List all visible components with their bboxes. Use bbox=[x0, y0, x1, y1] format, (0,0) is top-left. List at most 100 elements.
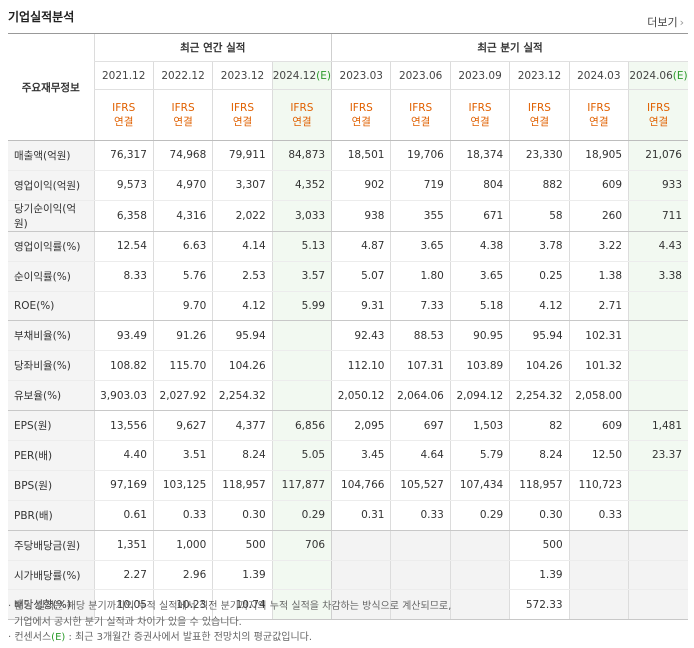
table-cell: 58 bbox=[509, 200, 570, 232]
ifrs-header: IFRS 연결 bbox=[93, 89, 154, 141]
table-cell: 23,330 bbox=[509, 140, 570, 171]
table-cell bbox=[93, 291, 154, 322]
table-cell: 8.24 bbox=[509, 440, 570, 471]
financial-table: 주요재무정보 최근 연간 실적 최근 분기 실적 2021.12 2022.12 2… bbox=[8, 33, 688, 621]
table-cell: 13,556 bbox=[93, 410, 154, 442]
table-cell: 5.05 bbox=[271, 440, 332, 471]
table-cell: 0.29 bbox=[449, 500, 510, 531]
table-cell: 91.26 bbox=[152, 320, 213, 352]
table-cell: 10.74 bbox=[212, 589, 273, 621]
table-cell: 2,064.06 bbox=[390, 380, 451, 412]
table-cell: 92.43 bbox=[331, 320, 391, 352]
period-header: 2024.12(E) bbox=[271, 61, 332, 90]
table-cell: 0.29 bbox=[271, 500, 332, 531]
footnote-1: · 분기 실적은 해당 분기까지의 누적 실적에서 직전 분기까지의 누적 실적… bbox=[8, 601, 452, 612]
table-cell: 804 bbox=[449, 170, 510, 201]
table-cell: 2,094.12 bbox=[449, 380, 510, 412]
footnotes: · 분기 실적은 해당 분기까지의 누적 실적에서 직전 분기까지의 누적 실적… bbox=[8, 599, 451, 646]
table-cell: 9.31 bbox=[331, 291, 391, 322]
table-cell: 2,022 bbox=[212, 200, 273, 232]
row-label: PER(배) bbox=[8, 440, 94, 471]
table-cell: 112.10 bbox=[331, 350, 391, 382]
table-row: 당좌비율(%) 108.82 115.70 104.26 112.10 107.31 103… bbox=[8, 350, 688, 382]
table-cell: 0.30 bbox=[212, 500, 273, 531]
table-cell: 101.32 bbox=[568, 350, 629, 382]
table-cell bbox=[568, 589, 629, 621]
table-row: ROE(%) 9.70 4.12 5.99 9.31 7.33 5.18 4.12 2.71 bbox=[8, 291, 688, 322]
table-cell: 0.33 bbox=[390, 500, 451, 531]
table-cell: 0.61 bbox=[93, 500, 154, 531]
table-cell: 3.78 bbox=[509, 231, 570, 262]
table-cell: 4,316 bbox=[152, 200, 213, 232]
table-cell: 4.12 bbox=[509, 291, 570, 322]
row-label: 순이익률(%) bbox=[8, 261, 94, 292]
table-cell: 104,766 bbox=[331, 470, 391, 501]
table-cell bbox=[271, 350, 332, 382]
table-cell bbox=[449, 589, 510, 621]
table-cell: 719 bbox=[390, 170, 451, 201]
table-cell: 0.33 bbox=[568, 500, 629, 531]
table-cell: 1.39 bbox=[212, 560, 273, 591]
table-cell bbox=[271, 380, 332, 412]
ifrs-header: IFRS 연결 bbox=[331, 89, 391, 141]
footnote-1b: 기업에서 공시한 분기 실적과 차이가 있을 수 있습니다. bbox=[14, 616, 242, 628]
table-cell: 2.53 bbox=[212, 261, 273, 292]
table-cell: 3,033 bbox=[271, 200, 332, 232]
table-cell: 697 bbox=[390, 410, 451, 442]
table-row: PBR(배) 0.61 0.33 0.30 0.29 0.31 0.33 0.29 0.30 0.… bbox=[8, 500, 688, 531]
table-cell bbox=[568, 560, 629, 591]
ifrs-header: IFRS 연결 bbox=[449, 89, 510, 141]
table-cell bbox=[331, 589, 391, 621]
table-cell: 4.38 bbox=[449, 231, 510, 262]
table-cell: 6,358 bbox=[93, 200, 154, 232]
ifrs-header: IFRS 연결 bbox=[509, 89, 570, 141]
table-cell bbox=[331, 530, 391, 561]
table-cell: 3.45 bbox=[331, 440, 391, 471]
table-cell: 5.79 bbox=[449, 440, 510, 471]
table-cell: 5.07 bbox=[331, 261, 391, 292]
row-label: 매출액(억원) bbox=[8, 140, 94, 171]
table-cell bbox=[628, 380, 688, 412]
table-cell bbox=[390, 560, 451, 591]
ifrs-header: IFRS 연결 bbox=[390, 89, 451, 141]
table-cell: 5.76 bbox=[152, 261, 213, 292]
table-cell bbox=[331, 560, 391, 591]
table-cell: 2,058.00 bbox=[568, 380, 629, 412]
table-cell: 76,317 bbox=[93, 140, 154, 171]
table-cell bbox=[568, 530, 629, 561]
row-label: EPS(원) bbox=[8, 410, 94, 442]
table-cell: 1.38 bbox=[568, 261, 629, 292]
row-label: 영업이익(억원) bbox=[8, 170, 94, 201]
table-cell: 933 bbox=[628, 170, 688, 201]
table-cell: 105,527 bbox=[390, 470, 451, 501]
row-label: 배당성향(%) bbox=[8, 589, 94, 621]
table-cell: 79,911 bbox=[212, 140, 273, 171]
table-cell bbox=[390, 530, 451, 561]
table-cell: 18,501 bbox=[331, 140, 391, 171]
chevron-right-icon: › bbox=[679, 16, 684, 29]
table-cell: 2,254.32 bbox=[509, 380, 570, 412]
row-label: 시가배당률(%) bbox=[8, 560, 94, 591]
table-row: BPS(원) 97,169 103,125 118,957 117,877 104,766… bbox=[8, 470, 688, 501]
table-cell: 107.31 bbox=[390, 350, 451, 382]
row-label: 당좌비율(%) bbox=[8, 350, 94, 382]
table-cell: 1,000 bbox=[152, 530, 213, 561]
table-cell: 88.53 bbox=[390, 320, 451, 352]
table-cell: 103.89 bbox=[449, 350, 510, 382]
table-cell: 3.57 bbox=[271, 261, 332, 292]
table-cell: 260 bbox=[568, 200, 629, 232]
row-label: ROE(%) bbox=[8, 291, 94, 322]
table-cell: 118,957 bbox=[509, 470, 570, 501]
table-cell: 3.51 bbox=[152, 440, 213, 471]
table-cell: 9,573 bbox=[93, 170, 154, 201]
table-cell bbox=[628, 530, 688, 561]
period-header: 2024.06(E) bbox=[628, 61, 688, 90]
row-label: 유보율(%) bbox=[8, 380, 94, 412]
period-header: 2023.06 bbox=[390, 61, 451, 90]
table-cell: 108.82 bbox=[93, 350, 154, 382]
table-cell: 9.70 bbox=[152, 291, 213, 322]
more-link[interactable]: 더보기 › bbox=[647, 14, 684, 30]
table-cell bbox=[628, 500, 688, 531]
table-row: 배당성향(%) 10.05 10.23 10.74 572.33 bbox=[8, 589, 688, 621]
table-cell: 3.22 bbox=[568, 231, 629, 262]
